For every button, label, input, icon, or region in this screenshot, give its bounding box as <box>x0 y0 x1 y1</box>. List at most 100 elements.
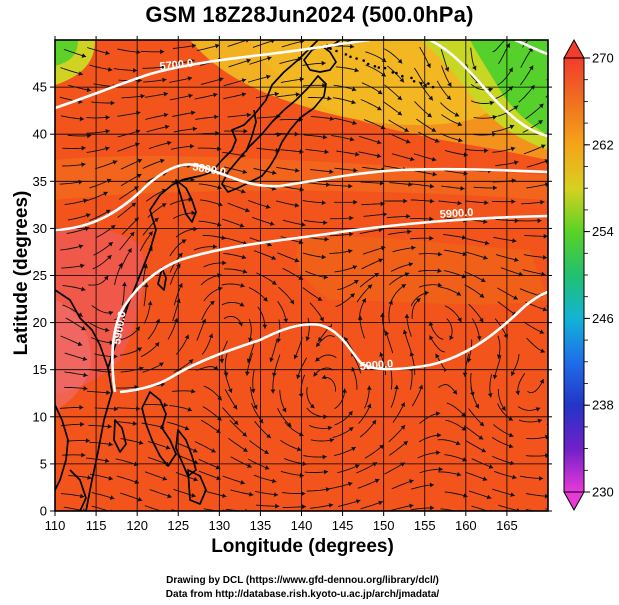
streamline-arrow <box>444 67 450 72</box>
streamline-arrow <box>107 255 112 260</box>
streamline-arrow <box>299 40 305 44</box>
streamline-arrow <box>161 203 167 208</box>
streamline-arrow <box>192 126 197 132</box>
streamline-arrow <box>250 388 256 394</box>
streamline-arrow <box>201 318 207 324</box>
y-tick-label: 0 <box>40 504 47 519</box>
streamline-arrow <box>514 160 519 165</box>
y-tick-label: 10 <box>33 409 47 424</box>
streamline-arrow <box>154 342 160 347</box>
x-tick-label: 135 <box>250 518 272 533</box>
streamline-arrow <box>488 87 493 93</box>
streamline-arrow <box>474 403 479 409</box>
streamline-arrow <box>114 406 119 412</box>
colorbar-top-arrow <box>563 38 585 59</box>
streamline-arrow <box>178 283 183 288</box>
island-dot <box>366 62 370 66</box>
streamline-arrow <box>357 315 363 320</box>
streamline-arrow <box>437 432 442 438</box>
streamline-arrow <box>266 433 271 439</box>
streamline-arrow <box>496 354 502 359</box>
streamline-arrow <box>426 63 431 68</box>
streamline-arrow <box>301 222 306 227</box>
streamline-arrow <box>463 493 468 498</box>
streamline-arrow <box>461 274 467 279</box>
contour-label: 5900.0 <box>439 207 473 221</box>
x-tick-label: 145 <box>332 518 354 533</box>
streamline-arrow <box>323 469 329 475</box>
streamline-arrow <box>270 40 276 44</box>
streamline-arrow <box>302 461 307 467</box>
streamline-arrow <box>190 177 195 183</box>
streamline-arrow <box>222 493 227 498</box>
streamline-arrow <box>491 132 497 137</box>
streamline-arrow <box>510 146 516 152</box>
streamline-arrow <box>127 248 132 253</box>
streamline-arrow <box>515 390 520 395</box>
streamline-arrow <box>215 428 221 433</box>
x-tick-label: 125 <box>167 518 189 533</box>
streamline-arrow <box>80 263 85 269</box>
x-tick-label: 165 <box>496 518 518 533</box>
streamline-arrow <box>298 393 304 398</box>
streamline-arrow <box>323 274 328 280</box>
streamline-arrow <box>216 475 221 481</box>
streamline-arrow <box>219 358 225 364</box>
streamline-arrow <box>324 149 329 155</box>
streamline-arrow <box>133 68 138 73</box>
streamline-arrow <box>133 461 139 467</box>
contour-labels: 5700.0 5800.0 5900.0 5900.0 5900.0 <box>111 58 474 373</box>
streamline-arrow <box>403 441 408 446</box>
streamline-arrow <box>222 260 227 266</box>
streamline-arrow <box>429 235 434 241</box>
streamline-arrow <box>486 494 492 500</box>
streamline-arrow <box>190 110 196 116</box>
streamline-arrow <box>108 67 113 72</box>
streamline-arrow <box>326 182 331 187</box>
streamline-arrow <box>349 215 354 221</box>
streamline-arrow <box>218 77 224 82</box>
streamline-arrow <box>176 298 181 304</box>
island-dot <box>412 80 416 83</box>
streamline-arrow <box>472 65 477 71</box>
island-dot <box>383 66 387 70</box>
streamline-arrow <box>406 214 411 219</box>
streamline-arrow <box>457 200 462 206</box>
streamline-arrow <box>384 330 390 336</box>
streamline-arrow <box>188 93 193 99</box>
y-tick-label: 5 <box>40 456 47 471</box>
coastline <box>69 469 87 511</box>
streamline-arrow <box>514 257 519 262</box>
streamline-arrow <box>299 149 304 155</box>
streamline-arrow <box>462 251 467 257</box>
streamline-arrow <box>537 418 542 424</box>
streamline-arrow <box>351 447 356 452</box>
streamline-arrow <box>271 280 277 285</box>
streamline-arrow <box>557 80 562 85</box>
streamline-arrow <box>402 329 408 335</box>
streamline-arrow <box>298 275 304 280</box>
streamline-arrow <box>241 254 247 260</box>
streamline-arrow <box>105 327 110 333</box>
streamline-arrow <box>262 324 268 329</box>
streamline-arrow <box>222 169 227 175</box>
island-dot <box>344 53 348 56</box>
height-contours <box>55 40 548 394</box>
streamline-arrow <box>329 169 334 174</box>
streamline-arrow <box>267 56 272 61</box>
streamline-arrow <box>113 354 118 359</box>
streamline-arrow <box>463 152 468 157</box>
streamline-arrow <box>270 389 276 394</box>
streamline-arrow <box>380 201 385 207</box>
streamline-arrow <box>109 495 115 500</box>
streamline-arrow <box>215 465 221 470</box>
island-dot <box>427 82 430 85</box>
streamline-arrow <box>108 475 113 481</box>
streamline-arrow <box>129 231 135 237</box>
streamline-arrow <box>530 85 535 90</box>
streamline-arrow <box>380 124 386 130</box>
streamline-arrow <box>138 440 144 445</box>
streamline-arrow <box>483 255 488 260</box>
streamline-arrow <box>181 239 187 244</box>
streamline-arrow <box>429 335 434 341</box>
